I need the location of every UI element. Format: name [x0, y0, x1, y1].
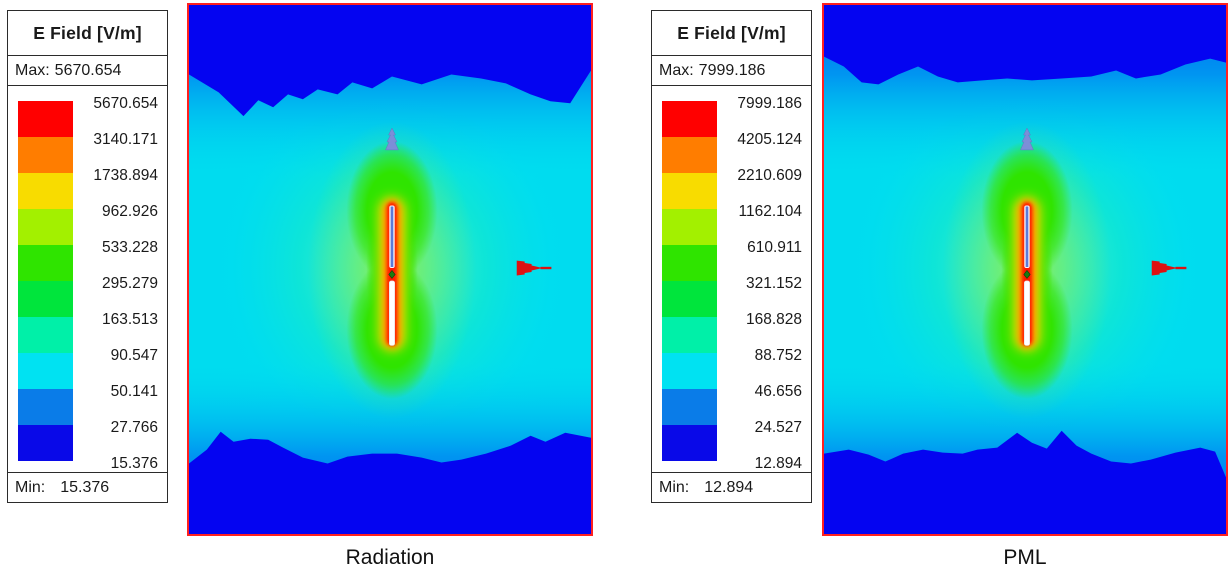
low-field-band-bottom — [189, 431, 591, 534]
color-band — [662, 317, 717, 353]
scale-tick-label: 12.894 — [754, 455, 802, 472]
color-band-column — [662, 101, 717, 461]
legend-max-label: Max: — [659, 61, 694, 79]
color-band — [662, 245, 717, 281]
legend-title: E Field [V/m] — [652, 11, 811, 56]
scale-tick-label: 321.152 — [745, 275, 802, 292]
scale-tick-label: 2210.609 — [737, 167, 802, 184]
field-plot-svg-pml — [824, 5, 1226, 534]
color-band — [662, 173, 717, 209]
feed-point — [388, 270, 396, 279]
scale-tick-label: 7999.186 — [737, 95, 802, 112]
scale-tick-label: 610.911 — [747, 239, 802, 256]
color-scale: 7999.186 4205.124 2210.609 1162.104 610.911 3… — [652, 86, 811, 473]
legend-title: E Field [V/m] — [8, 11, 167, 56]
color-band — [662, 101, 717, 137]
legend-min-row: Min: 15.376 — [8, 473, 167, 502]
x-axis-arrow-tail — [540, 266, 552, 270]
color-band — [18, 137, 73, 173]
color-band-column — [18, 101, 73, 461]
color-band — [662, 281, 717, 317]
legend-min-value: 12.894 — [704, 478, 754, 496]
scale-tick-label: 88.752 — [754, 347, 802, 364]
scale-tick-label: 90.547 — [110, 347, 158, 364]
color-band — [662, 137, 717, 173]
legend-min-row: Min: 12.894 — [652, 473, 811, 502]
scale-tick-label: 962.926 — [101, 203, 158, 220]
color-band — [662, 209, 717, 245]
scale-tick-label: 1738.894 — [93, 167, 158, 184]
feed-point — [1023, 270, 1031, 279]
color-band — [18, 281, 73, 317]
scale-tick-label: 295.279 — [101, 275, 158, 292]
scale-tick-label: 50.141 — [110, 383, 158, 400]
color-band — [662, 425, 717, 461]
x-axis-arrow-icon — [516, 260, 543, 276]
dipole-arm-upper-axis — [390, 206, 394, 268]
caption-radiation: Radiation — [345, 546, 435, 569]
legend-max-row: Max: 5670.654 — [8, 56, 167, 86]
z-axis-arrow-icon — [1020, 127, 1034, 151]
color-band — [18, 173, 73, 209]
dipole-arm-upper-axis — [1025, 206, 1029, 268]
legend-max-row: Max: 7999.186 — [652, 56, 811, 86]
scale-tick-label: 4205.124 — [737, 131, 802, 148]
color-band — [18, 245, 73, 281]
scale-tick-label: 15.376 — [110, 455, 158, 472]
scale-tick-label: 168.828 — [745, 311, 802, 328]
color-band — [18, 389, 73, 425]
color-band — [18, 317, 73, 353]
scale-tick-label: 27.766 — [110, 419, 158, 436]
low-field-band-bottom — [824, 430, 1226, 534]
dipole-arm-lower — [1024, 280, 1030, 346]
scale-tick-label: 3140.171 — [93, 131, 158, 148]
scale-tick-label: 163.513 — [101, 311, 158, 328]
z-axis-arrow-icon — [385, 127, 399, 151]
legend-min-value: 15.376 — [60, 478, 110, 496]
field-plot-pml — [822, 3, 1228, 536]
legend-max-label: Max: — [15, 61, 50, 79]
legend-max-value: 5670.654 — [54, 61, 122, 79]
color-scale: 5670.654 3140.171 1738.894 962.926 533.228 29… — [8, 86, 167, 473]
caption-pml: PML — [1003, 546, 1047, 569]
legend-pml: E Field [V/m] Max: 7999.186 7999.186 4205… — [651, 10, 812, 503]
scale-tick-label: 46.656 — [754, 383, 802, 400]
color-band — [662, 389, 717, 425]
low-field-band-top — [824, 5, 1226, 85]
scale-tick-label: 533.228 — [101, 239, 158, 256]
field-plot-svg-radiation — [189, 5, 591, 534]
dipole-arm-lower — [389, 280, 395, 346]
legend-min-label: Min: — [15, 478, 46, 496]
color-band — [18, 101, 73, 137]
field-plot-radiation — [187, 3, 593, 536]
legend-min-label: Min: — [659, 478, 690, 496]
color-band — [662, 353, 717, 389]
color-band — [18, 209, 73, 245]
x-axis-arrow-icon — [1151, 260, 1178, 276]
legend-radiation: E Field [V/m] Max: 5670.654 5670.654 3140… — [7, 10, 168, 503]
legend-max-value: 7999.186 — [698, 61, 766, 79]
x-axis-arrow-tail — [1175, 266, 1187, 270]
scale-tick-label: 1162.104 — [738, 203, 803, 220]
color-band — [18, 425, 73, 461]
low-field-band-top — [189, 5, 591, 117]
scale-tick-label: 24.527 — [754, 419, 802, 436]
color-band — [18, 353, 73, 389]
scale-tick-label: 5670.654 — [93, 95, 158, 112]
